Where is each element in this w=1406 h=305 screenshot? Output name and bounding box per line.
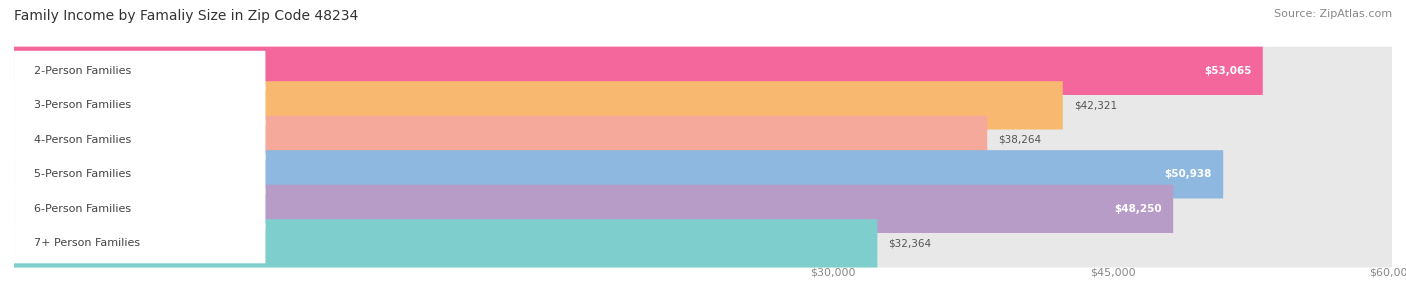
FancyBboxPatch shape: [14, 189, 266, 229]
FancyBboxPatch shape: [14, 150, 1223, 199]
Text: $32,364: $32,364: [889, 238, 932, 248]
FancyBboxPatch shape: [14, 81, 1063, 130]
Text: 5-Person Families: 5-Person Families: [34, 169, 131, 179]
Text: $42,321: $42,321: [1074, 100, 1116, 110]
Text: $48,250: $48,250: [1115, 204, 1161, 214]
FancyBboxPatch shape: [14, 81, 1392, 130]
Text: 6-Person Families: 6-Person Families: [34, 204, 131, 214]
Text: Source: ZipAtlas.com: Source: ZipAtlas.com: [1274, 9, 1392, 19]
FancyBboxPatch shape: [14, 51, 266, 91]
Text: $53,065: $53,065: [1204, 66, 1251, 76]
FancyBboxPatch shape: [14, 150, 1392, 199]
FancyBboxPatch shape: [14, 223, 266, 263]
FancyBboxPatch shape: [14, 219, 877, 267]
Text: 4-Person Families: 4-Person Families: [34, 135, 131, 145]
Text: $38,264: $38,264: [998, 135, 1042, 145]
Text: 2-Person Families: 2-Person Families: [34, 66, 131, 76]
Text: $50,938: $50,938: [1164, 169, 1212, 179]
Text: 7+ Person Families: 7+ Person Families: [34, 238, 141, 248]
FancyBboxPatch shape: [14, 154, 266, 194]
FancyBboxPatch shape: [14, 47, 1263, 95]
Text: Family Income by Famaliy Size in Zip Code 48234: Family Income by Famaliy Size in Zip Cod…: [14, 9, 359, 23]
FancyBboxPatch shape: [14, 116, 1392, 164]
Text: 3-Person Families: 3-Person Families: [34, 100, 131, 110]
FancyBboxPatch shape: [14, 185, 1392, 233]
FancyBboxPatch shape: [14, 120, 266, 160]
FancyBboxPatch shape: [14, 185, 1173, 233]
FancyBboxPatch shape: [14, 219, 1392, 267]
FancyBboxPatch shape: [14, 116, 987, 164]
FancyBboxPatch shape: [14, 85, 266, 125]
FancyBboxPatch shape: [14, 47, 1392, 95]
